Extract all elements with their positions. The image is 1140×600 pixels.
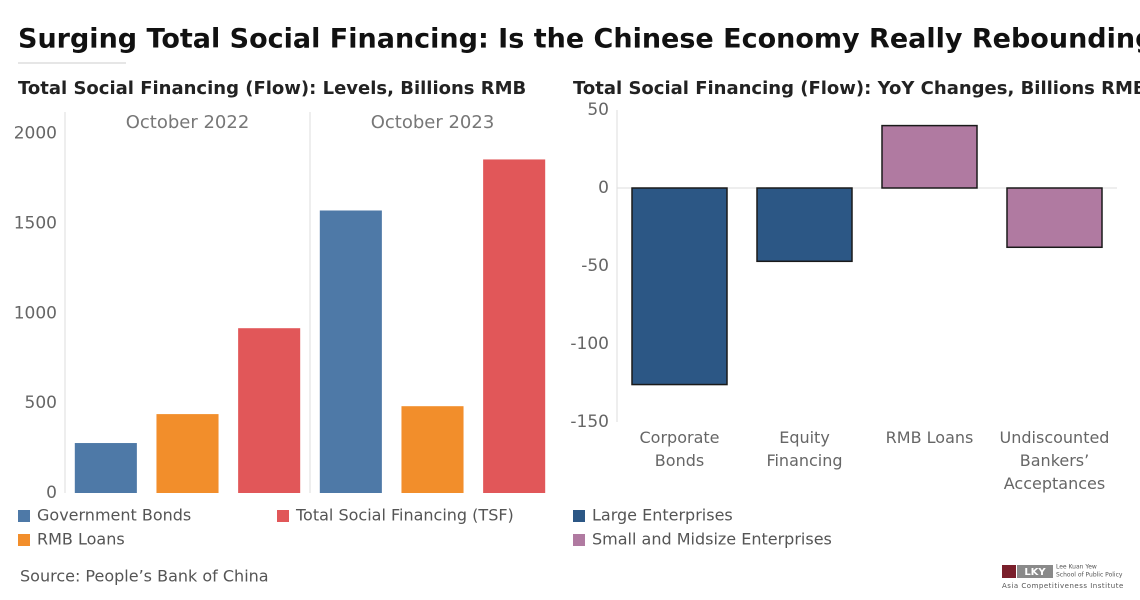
x-tick-label: Undiscounted Bankers’ Acceptances — [999, 428, 1110, 493]
x-tick-label: Corporate Bonds — [639, 428, 720, 470]
bar — [881, 124, 978, 189]
legend-swatch — [18, 534, 30, 546]
y-tick-label: -100 — [570, 334, 609, 354]
facet-label: October 2023 — [371, 112, 495, 133]
bar — [156, 414, 219, 493]
legend-swatch — [573, 534, 585, 546]
y-tick-label: 0 — [46, 483, 57, 503]
x-tick-label: RMB Loans — [885, 428, 974, 447]
logo-box — [1017, 565, 1053, 578]
logo-name: Lee Kuan Yew — [1056, 564, 1097, 571]
logo-mark: LKY — [1024, 567, 1046, 578]
source: Source: People’s Bank of China — [20, 567, 269, 586]
chart-title: Total Social Financing (Flow): Levels, B… — [18, 78, 526, 99]
x-tick-label: Equity Financing — [766, 428, 843, 470]
legend-label: Government Bonds — [37, 506, 191, 525]
y-tick-label: 50 — [587, 100, 609, 120]
legend-swatch — [277, 510, 289, 522]
legend-label: Small and Midsize Enterprises — [592, 530, 832, 549]
page-title: Surging Total Social Financing: Is the C… — [18, 24, 1140, 55]
bar — [238, 328, 301, 493]
logo-box — [1002, 565, 1016, 578]
y-tick-label: 1000 — [14, 303, 57, 323]
bar — [74, 443, 137, 493]
legend-swatch — [573, 510, 585, 522]
bar — [631, 187, 728, 386]
legend-label: RMB Loans — [37, 530, 125, 549]
bar — [319, 210, 382, 493]
y-tick-label: -150 — [570, 412, 609, 432]
bar — [1006, 187, 1103, 249]
legend-label: Total Social Financing (TSF) — [295, 506, 514, 525]
y-tick-label: 500 — [25, 393, 57, 413]
y-tick-label: 2000 — [14, 124, 57, 144]
logo-school: School of Public Policy — [1056, 572, 1123, 579]
bar — [483, 159, 546, 493]
y-tick-label: 1500 — [14, 213, 57, 233]
logo-institute: Asia Competitiveness Institute — [1002, 582, 1124, 590]
y-tick-label: 0 — [598, 178, 609, 198]
bar — [401, 406, 464, 493]
logo: LKY Lee Kuan Yew School of Public Policy… — [1002, 564, 1124, 590]
facet-label: October 2022 — [126, 112, 250, 133]
y-tick-label: -50 — [581, 256, 609, 276]
bar — [756, 187, 853, 263]
chart-title: Total Social Financing (Flow): YoY Chang… — [573, 78, 1140, 99]
legend-swatch — [18, 510, 30, 522]
legend-label: Large Enterprises — [592, 506, 733, 525]
